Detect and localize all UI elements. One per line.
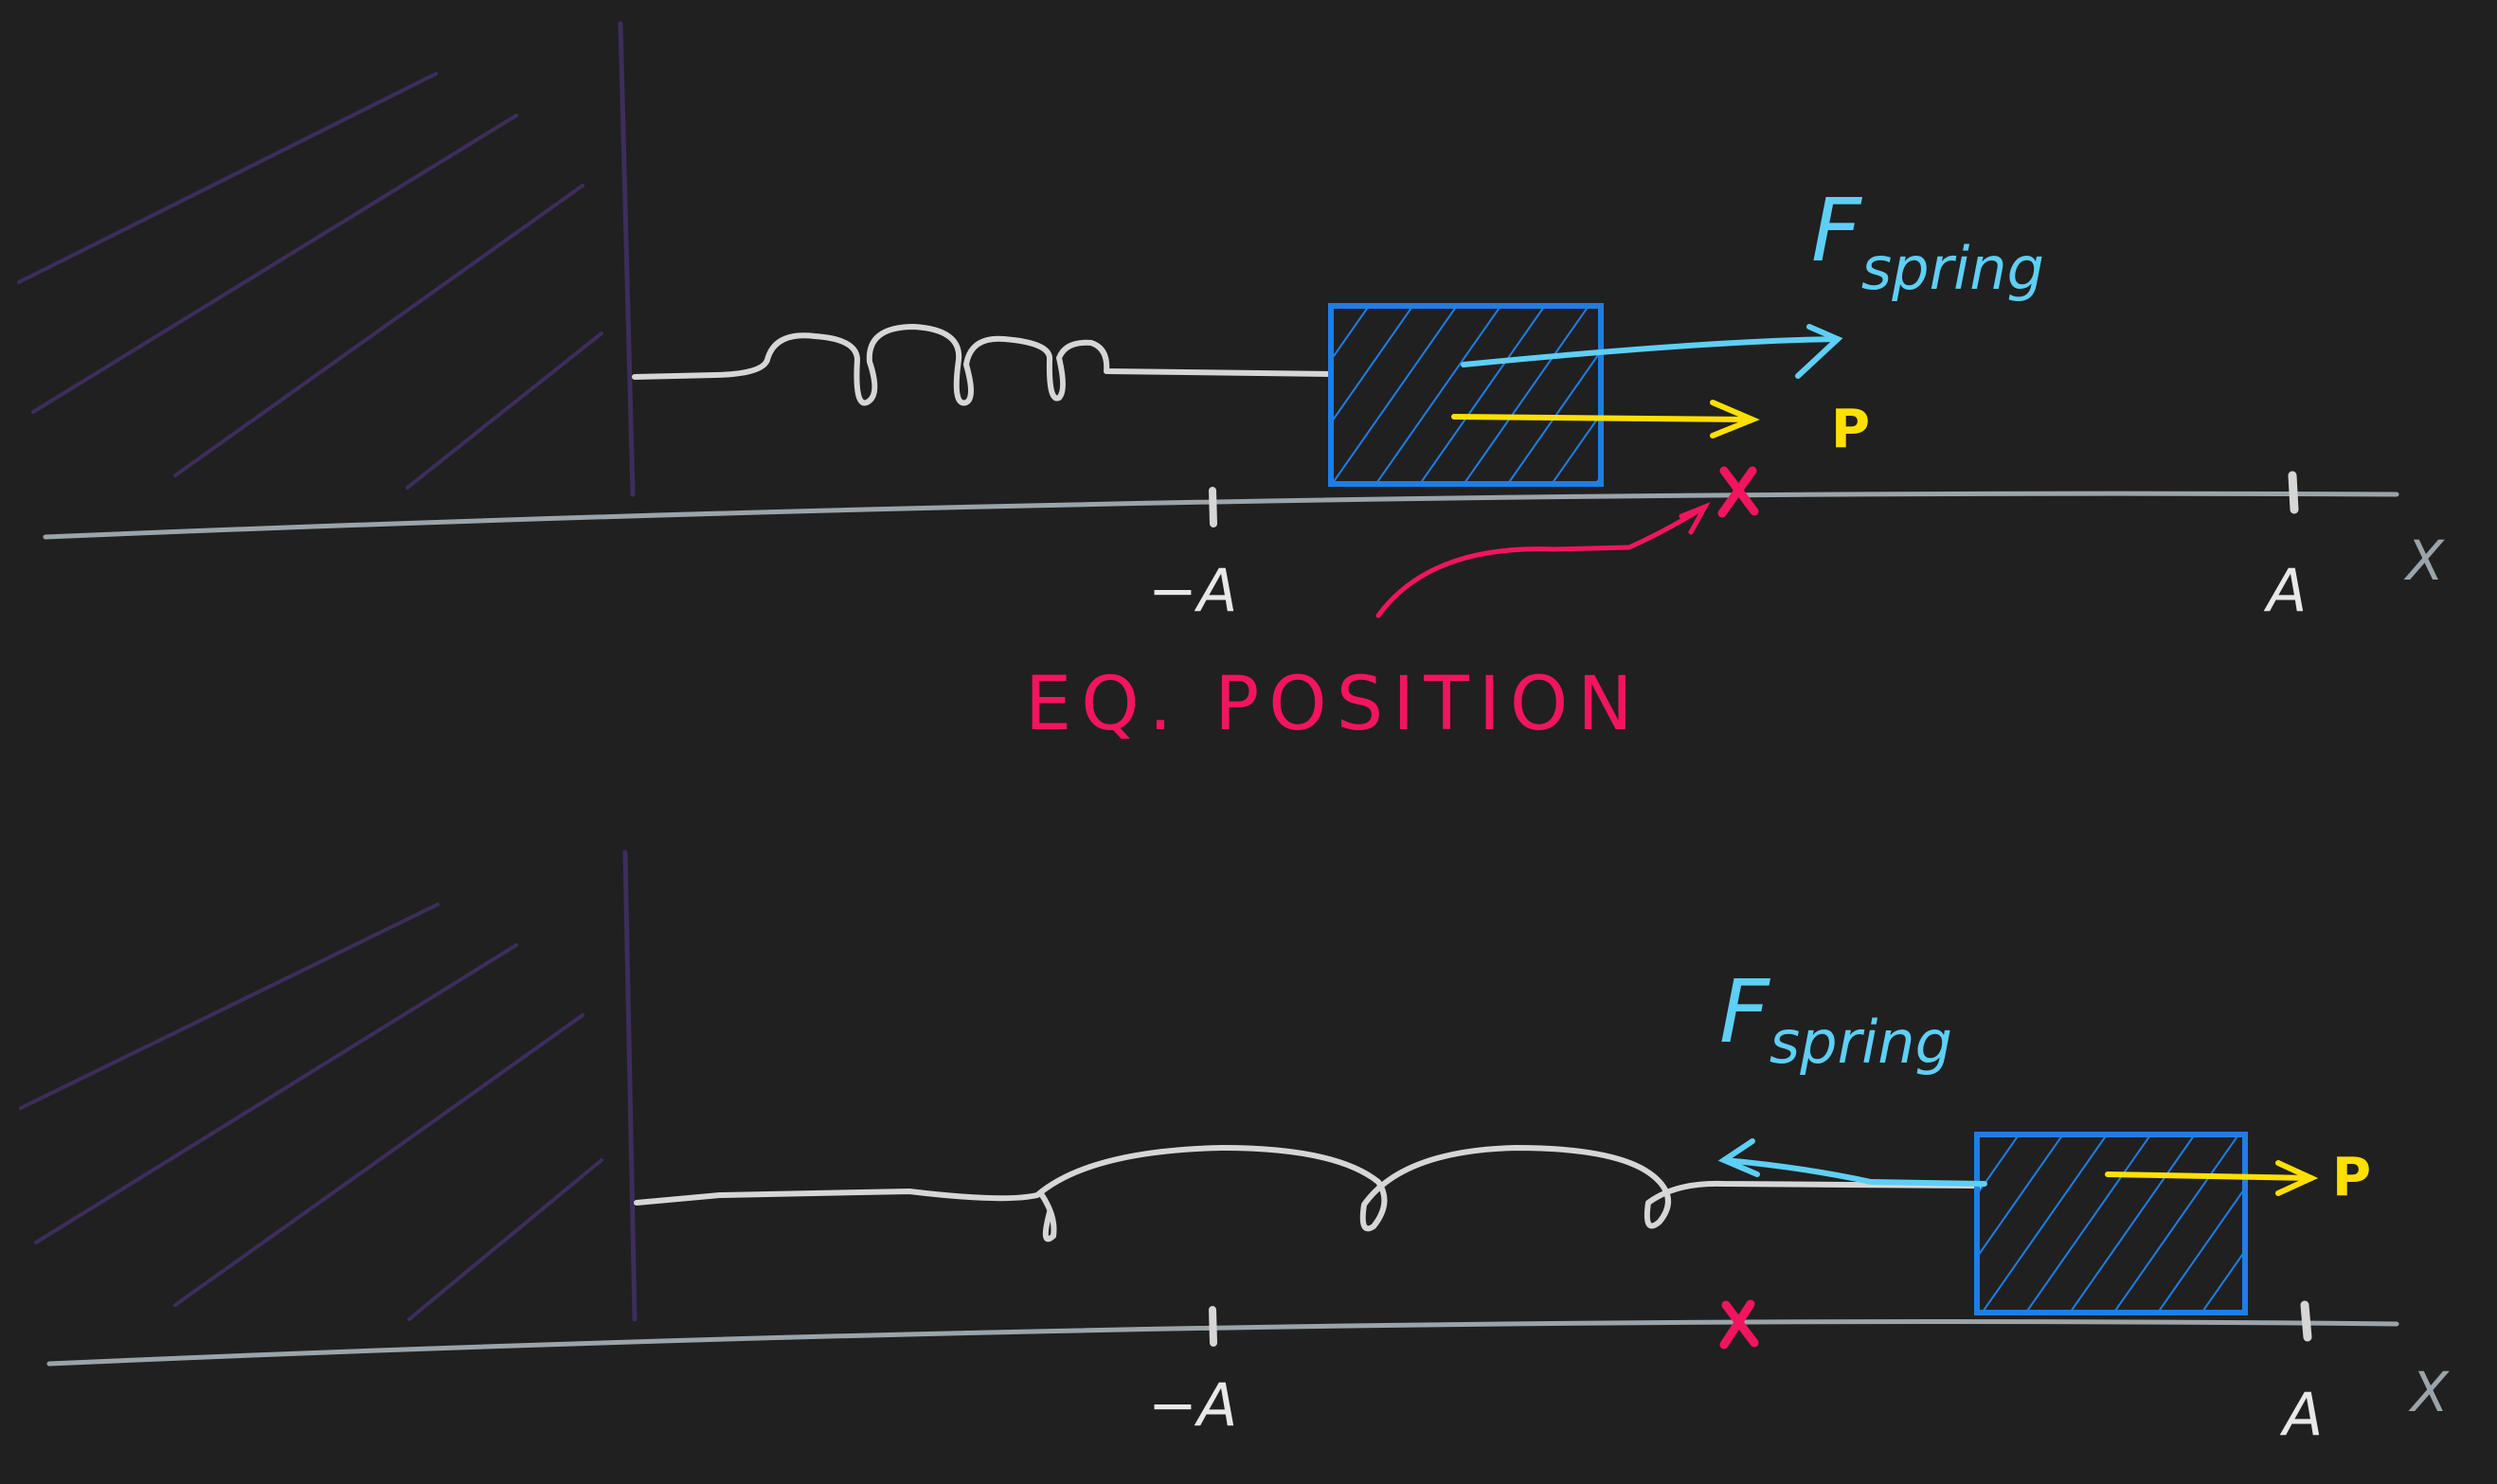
equilibrium-marker — [1717, 466, 1759, 518]
equilibrium-marker — [1719, 1299, 1759, 1350]
spring-force-arrow — [1717, 1138, 1987, 1187]
spring-force-symbol: F — [1719, 961, 1770, 1063]
axis-line — [43, 491, 2399, 540]
spring — [634, 1145, 1983, 1232]
spring-tail-loop — [1039, 1192, 1057, 1243]
spring-force-symbol: F — [1811, 180, 1862, 281]
top-panel: −A A X Fspring P EQ. POSITION — [17, 21, 2445, 747]
wall-hatching — [19, 903, 603, 1321]
neg-amplitude-label: −A — [1148, 1370, 1237, 1439]
momentum-arrow — [1451, 400, 1760, 438]
equilibrium-label: EQ. POSITION — [1025, 662, 1643, 747]
tick-a — [2300, 1300, 2312, 1342]
spring-force-label: Fspring — [1719, 961, 1952, 1077]
spring-force-subscript: spring — [1769, 1008, 1952, 1077]
momentum-label: P — [1831, 399, 1870, 460]
spring-force-subscript: spring — [1861, 234, 2044, 303]
spring — [632, 324, 1334, 406]
axis-x-label: X — [2408, 1360, 2450, 1424]
momentum-label: P — [2332, 1147, 2371, 1208]
spring-force-arrow — [1461, 324, 1843, 379]
amplitude-label: A — [2279, 1380, 2323, 1449]
amplitude-label: A — [2263, 556, 2307, 625]
momentum-arrow — [2105, 1160, 2319, 1196]
axis-x-label: X — [2403, 528, 2445, 593]
equilibrium-pointer-arrow — [1375, 502, 1711, 618]
wall — [622, 849, 638, 1322]
axis-line — [46, 1319, 2399, 1367]
wall-hatching — [17, 72, 603, 490]
neg-amplitude-label: −A — [1148, 556, 1237, 625]
tick-a — [2288, 471, 2299, 514]
bottom-panel: −A A X Fspring P — [19, 849, 2450, 1449]
block — [1328, 303, 1604, 487]
spring-force-label: Fspring — [1811, 180, 2044, 303]
block — [1974, 1132, 2248, 1315]
wall — [618, 21, 636, 497]
